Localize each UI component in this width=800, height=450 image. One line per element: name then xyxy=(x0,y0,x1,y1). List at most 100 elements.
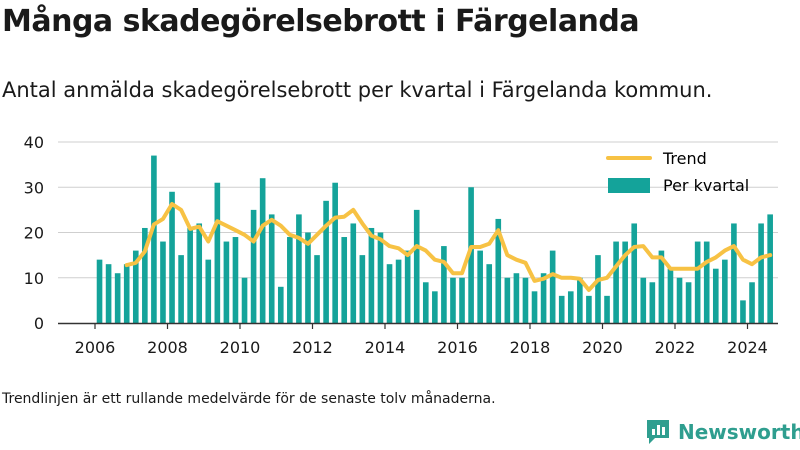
bar xyxy=(377,232,384,323)
bar xyxy=(404,250,411,323)
bar xyxy=(432,291,438,323)
y-tick-label: 20 xyxy=(24,224,44,243)
bar xyxy=(132,250,139,323)
chart-subtitle: Antal anmälda skadegörelsebrott per kvar… xyxy=(2,78,713,102)
bar xyxy=(450,277,456,323)
bar xyxy=(676,277,683,323)
legend-trend-label: Trend xyxy=(662,149,707,168)
bar xyxy=(196,223,203,323)
bar xyxy=(314,255,320,323)
bar xyxy=(731,223,737,323)
y-axis: 0 10 20 30 40 xyxy=(24,133,44,333)
y-tick-label: 30 xyxy=(24,178,44,197)
bar xyxy=(305,232,311,323)
x-tick-label: 2014 xyxy=(365,338,406,357)
bar xyxy=(268,214,275,323)
x-axis: 2006 2008 2010 2012 2014 2016 2018 2020 2022 2024 xyxy=(75,323,768,357)
bar xyxy=(205,259,212,323)
x-tick-label: 2020 xyxy=(582,338,623,357)
bar xyxy=(151,155,157,323)
trend-line xyxy=(124,202,773,292)
bar xyxy=(531,291,538,323)
bar xyxy=(114,273,121,323)
bar xyxy=(277,286,284,323)
bar xyxy=(640,277,647,323)
bar xyxy=(694,241,701,323)
bar xyxy=(577,277,583,323)
newsworthy-icon xyxy=(647,420,669,444)
bar xyxy=(513,273,520,323)
bar xyxy=(558,295,565,323)
bar xyxy=(105,264,112,323)
bar xyxy=(332,182,338,323)
bar xyxy=(658,250,665,323)
bar xyxy=(549,250,556,323)
bar xyxy=(123,264,130,323)
bar xyxy=(323,200,329,323)
bar xyxy=(540,273,547,323)
bar xyxy=(96,259,103,323)
brand-name: Newsworthy xyxy=(678,420,800,444)
bar xyxy=(631,223,638,323)
legend-bar-swatch xyxy=(608,178,650,193)
legend: Trend Per kvartal xyxy=(606,149,749,195)
bar xyxy=(142,227,148,323)
brand-logo: Newsworthy xyxy=(645,418,800,446)
bar xyxy=(160,241,166,323)
footnote: Trendlinjen är ett rullande medelvärde f… xyxy=(2,391,496,407)
legend-bar-label: Per kvartal xyxy=(663,176,749,195)
x-tick-label: 2006 xyxy=(75,338,116,357)
bar xyxy=(223,241,230,323)
bar xyxy=(259,178,266,323)
x-tick-label: 2010 xyxy=(220,338,261,357)
bar xyxy=(749,282,755,323)
y-tick-label: 10 xyxy=(24,269,44,288)
bar xyxy=(468,187,474,323)
bar xyxy=(395,259,402,323)
bar xyxy=(459,277,465,323)
bar xyxy=(368,227,375,323)
bar xyxy=(495,218,502,323)
bar xyxy=(613,241,619,323)
x-tick-label: 2016 xyxy=(437,338,478,357)
bar xyxy=(567,291,574,323)
bar xyxy=(250,209,257,323)
bar xyxy=(504,277,511,323)
bar xyxy=(722,259,728,323)
bar xyxy=(667,268,674,323)
bar xyxy=(685,282,692,323)
bar xyxy=(386,264,393,323)
bar xyxy=(232,237,239,323)
bar xyxy=(595,255,601,323)
bar xyxy=(413,209,420,323)
bar xyxy=(758,223,764,323)
bar xyxy=(604,295,610,323)
bar xyxy=(178,255,184,323)
chart-title: Många skadegörelsebrott i Färgelanda xyxy=(2,4,640,39)
x-tick-label: 2012 xyxy=(292,338,333,357)
y-tick-label: 40 xyxy=(24,133,44,152)
bar xyxy=(740,300,746,323)
bar xyxy=(441,246,447,323)
bar xyxy=(359,255,366,323)
x-tick-label: 2024 xyxy=(727,338,768,357)
bar xyxy=(296,214,302,323)
bar xyxy=(622,241,628,323)
bar xyxy=(422,282,429,323)
bars xyxy=(96,155,773,323)
bar xyxy=(241,277,248,323)
bar xyxy=(767,214,773,323)
x-tick-label: 2022 xyxy=(655,338,696,357)
x-tick-label: 2018 xyxy=(510,338,551,357)
bar xyxy=(486,264,493,323)
bar xyxy=(522,277,529,323)
bar xyxy=(287,237,293,323)
bar xyxy=(586,295,592,323)
x-tick-label: 2008 xyxy=(147,338,188,357)
bar xyxy=(341,237,348,323)
bar xyxy=(187,227,193,323)
bar xyxy=(712,268,719,323)
bar xyxy=(214,182,221,323)
bar xyxy=(649,282,656,323)
